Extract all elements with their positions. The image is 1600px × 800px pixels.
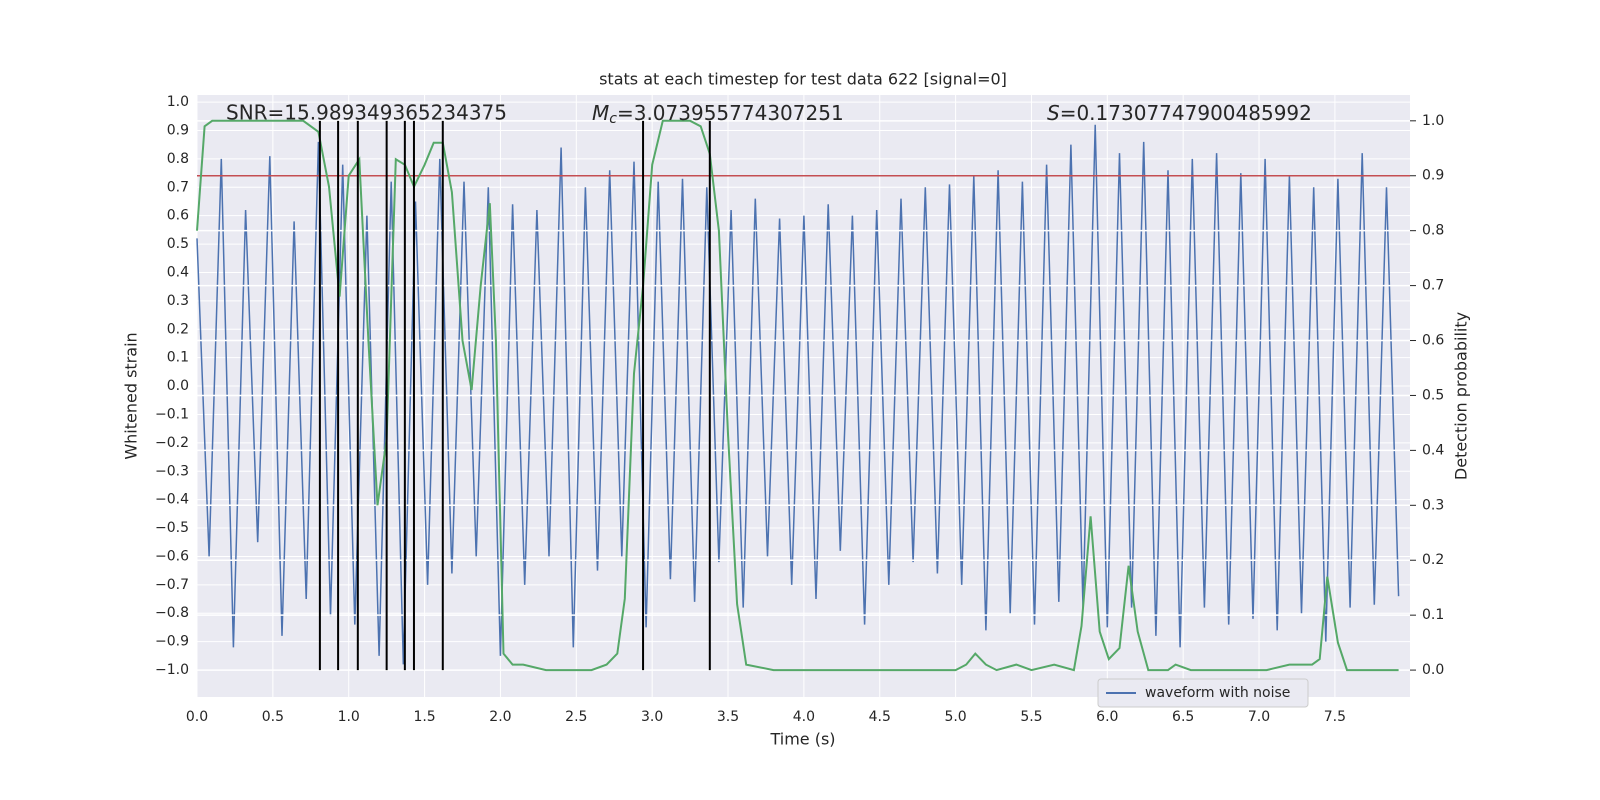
y-tick-label: 0.3 [167, 293, 189, 309]
y-tick-label: 0.1 [167, 350, 189, 366]
detection-line [196, 119, 1399, 672]
mc-annotation: Mc=3.073955774307251 [592, 101, 844, 128]
legend-label: waveform with noise [1145, 685, 1290, 701]
y-tick-label: −0.9 [155, 634, 189, 650]
s-value: =0.17307747900485992 [1060, 101, 1312, 125]
x-tick-label: 7.0 [1248, 709, 1270, 725]
x-tick-label: 6.0 [1096, 709, 1118, 725]
y-tick-label: −0.4 [155, 492, 189, 508]
y-tick-label: 1.0 [167, 94, 189, 110]
y2-tick-label: 0.3 [1422, 497, 1444, 513]
x-tick-label: 5.5 [1020, 709, 1042, 725]
y-tick-label: 0.4 [167, 264, 189, 280]
y2-tick-label: 0.5 [1422, 387, 1444, 403]
y2-tick-label: 0.4 [1422, 442, 1444, 458]
y-tick-label: 0.6 [167, 208, 189, 224]
y2-tick-label: 0.9 [1422, 168, 1444, 184]
y-tick-label: 0.8 [167, 151, 189, 167]
x-tick-label: 2.0 [489, 709, 511, 725]
y2-tick-label: 0.2 [1422, 552, 1444, 568]
s-annotation: S=0.17307747900485992 [1047, 101, 1312, 125]
y2-tick-label: 0.1 [1422, 607, 1444, 623]
y-tick-label: −0.6 [155, 548, 189, 564]
y-tick-label: −1.0 [155, 662, 189, 678]
x-tick-label: 3.0 [641, 709, 663, 725]
s-symbol: S [1047, 101, 1060, 125]
y-tick-label: −0.5 [155, 520, 189, 536]
x-tick-label: 5.0 [944, 709, 966, 725]
y2-tick-label: 0.7 [1422, 278, 1444, 294]
mc-value: =3.073955774307251 [617, 101, 844, 125]
y2-tick-label: 1.0 [1422, 113, 1444, 129]
x-tick-label: 1.5 [413, 709, 435, 725]
y-axis-label: Whitened strain [122, 332, 141, 459]
x-axis-label: Time (s) [769, 730, 835, 749]
x-tick-label: 0.5 [262, 709, 284, 725]
y-tick-label: 0.9 [167, 122, 189, 138]
y-tick-label: 0.5 [167, 236, 189, 252]
x-tick-label: 1.0 [338, 709, 360, 725]
y-tick-label: 0.2 [167, 321, 189, 337]
snr-annotation: SNR=15.989349365234375 [226, 101, 507, 125]
y-tick-label: 0.7 [167, 179, 189, 195]
x-tick-label: 7.5 [1324, 709, 1346, 725]
y-tick-label: −0.7 [155, 577, 189, 593]
legend-box [1097, 678, 1309, 708]
y2-tick-label: 0.0 [1422, 662, 1444, 678]
y-tick-label: −0.2 [155, 435, 189, 451]
x-tick-label: 4.5 [869, 709, 891, 725]
y-tick-label: −0.3 [155, 463, 189, 479]
mc-subscript: c [609, 111, 617, 127]
legend: waveform with noise [1097, 678, 1309, 708]
x-tick-label: 2.5 [565, 709, 587, 725]
waveform-line [196, 124, 1400, 665]
y-tick-label: −0.8 [155, 605, 189, 621]
y2-axis-label: Detection probability [1452, 312, 1471, 480]
y-tick-label: 0.0 [167, 378, 189, 394]
x-tick-label: 4.0 [793, 709, 815, 725]
mc-symbol: M [592, 101, 609, 125]
y2-tick-label: 0.6 [1422, 333, 1444, 349]
y-tick-label: −0.1 [155, 406, 189, 422]
chart-title: stats at each timestep for test data 622… [599, 70, 1007, 89]
x-tick-label: 0.0 [186, 709, 208, 725]
x-tick-label: 3.5 [717, 709, 739, 725]
x-tick-label: 6.5 [1172, 709, 1194, 725]
y2-tick-label: 0.8 [1422, 223, 1444, 239]
